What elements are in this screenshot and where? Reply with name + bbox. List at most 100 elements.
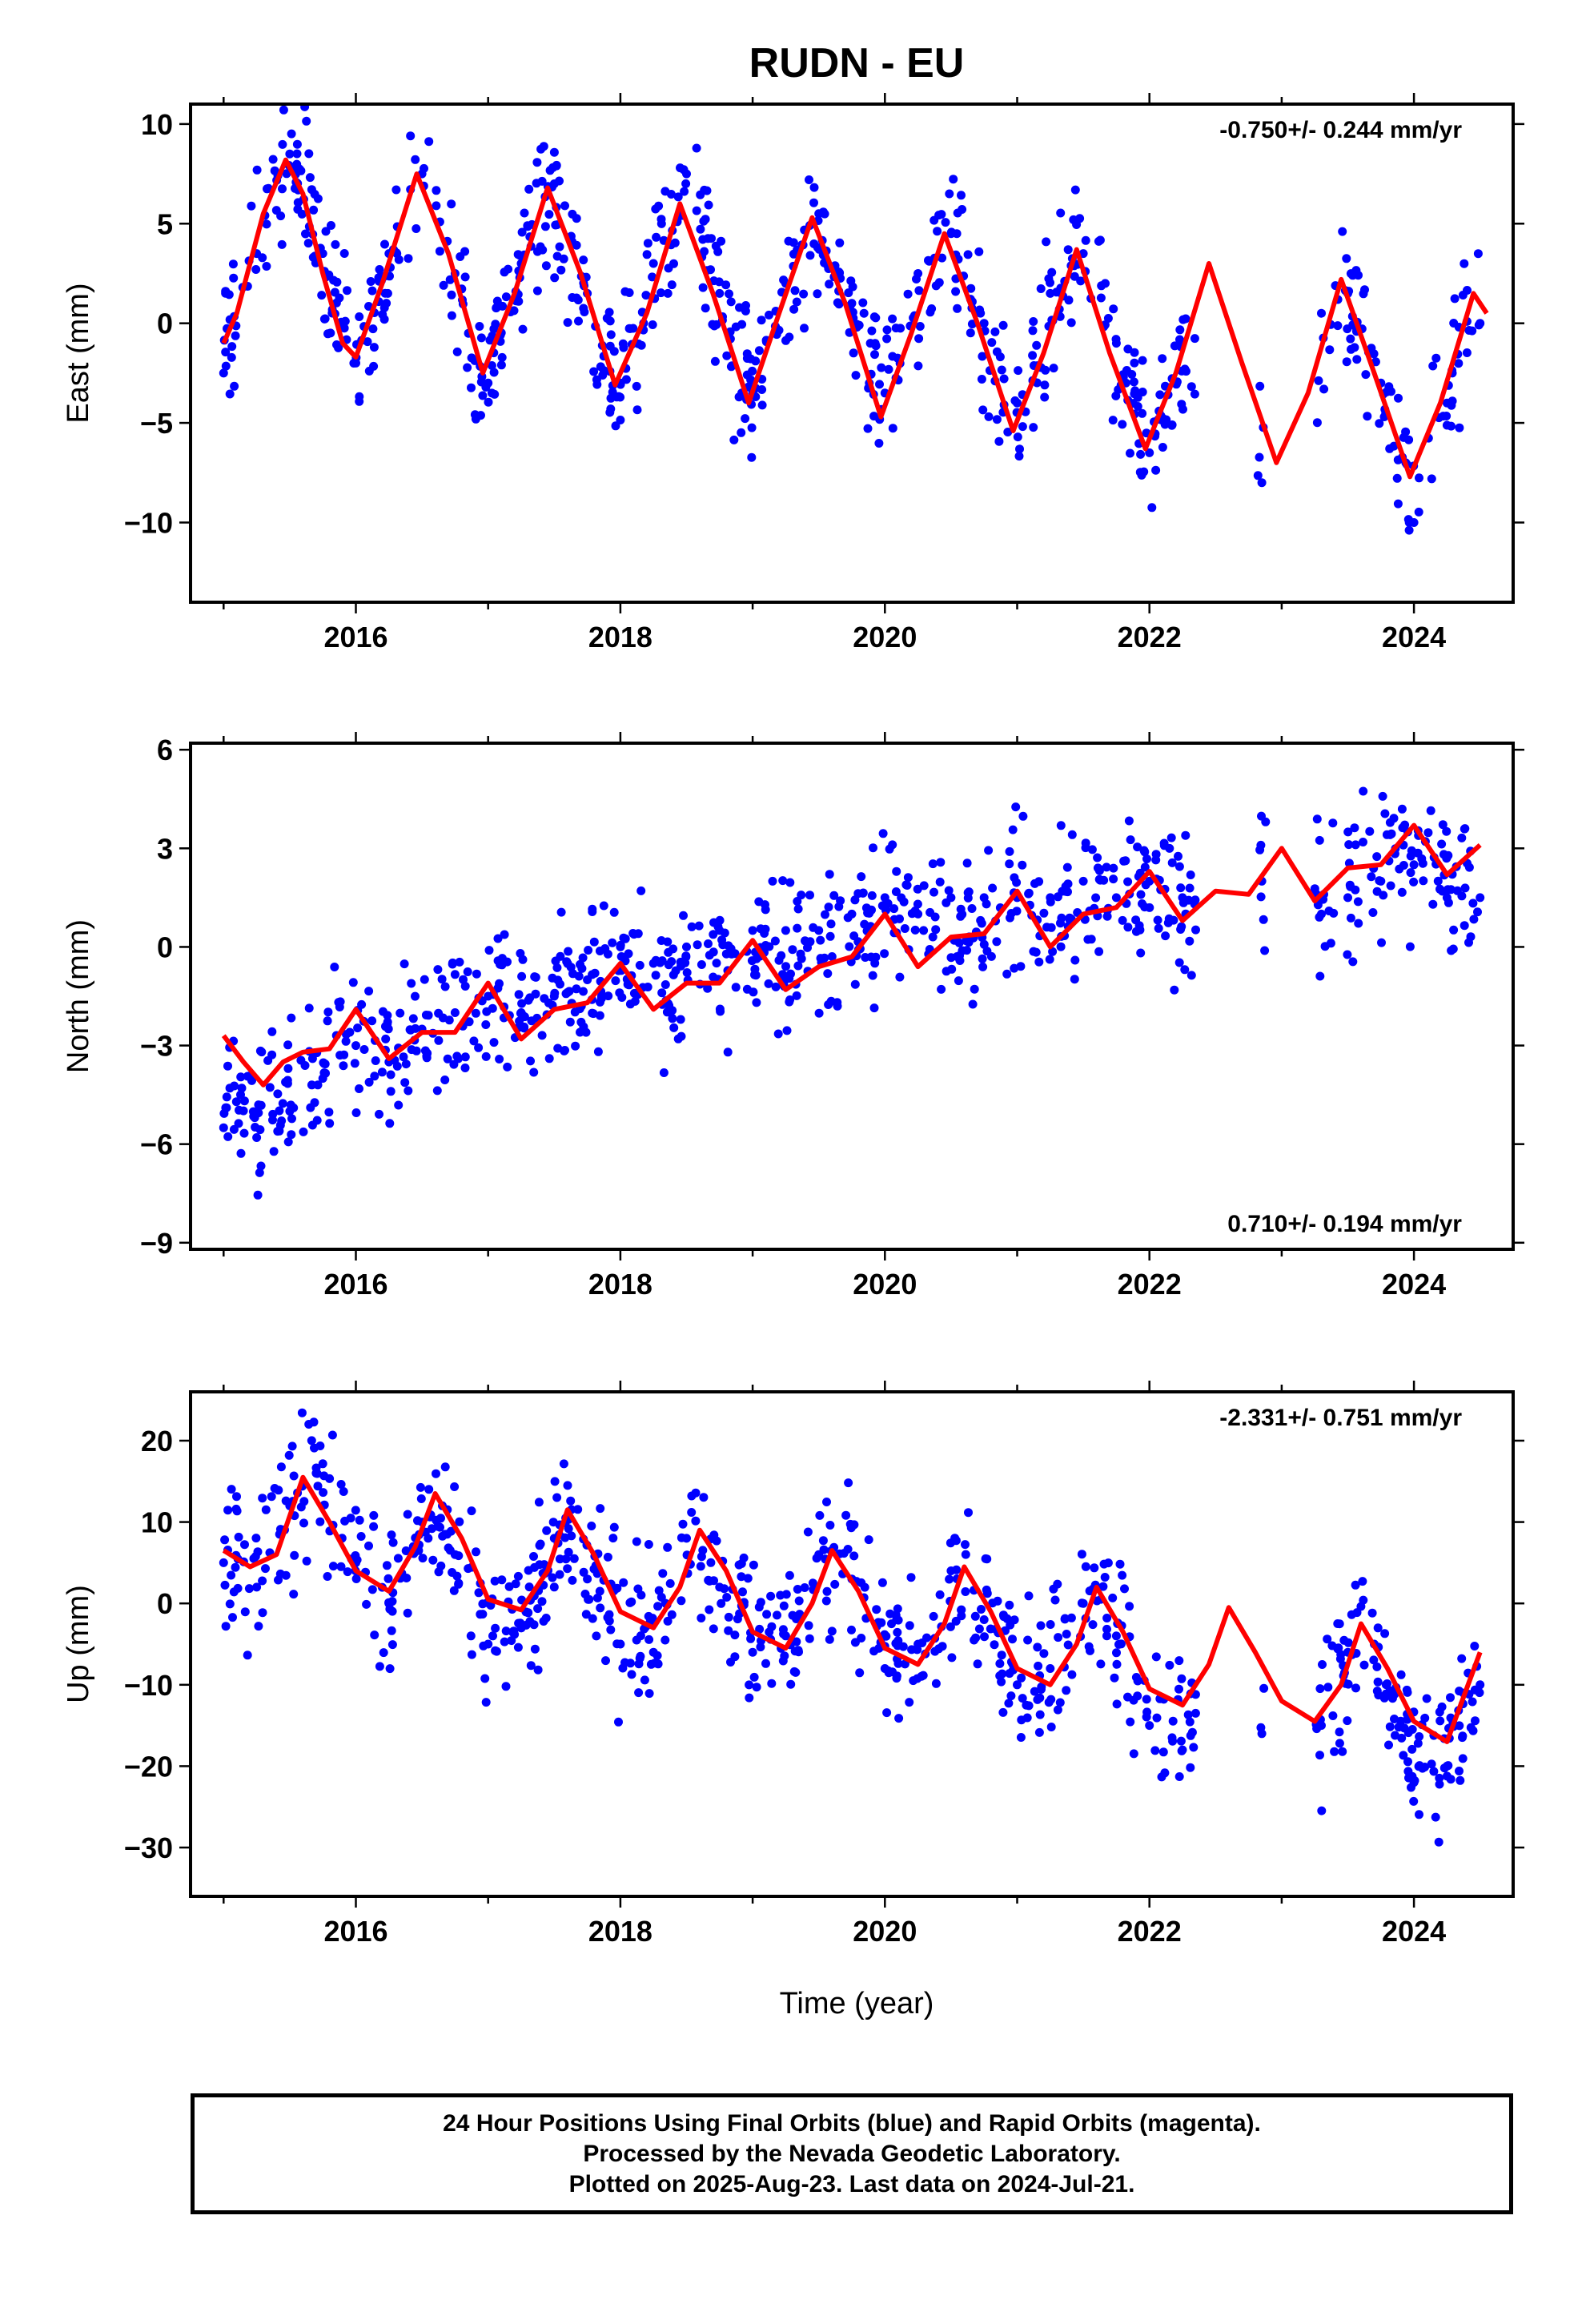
north-scatter-point [1473,907,1482,917]
north-scatter-point [514,990,524,999]
up-scatter-point [387,1640,397,1650]
north-scatter-point [1086,935,1096,944]
up-scatter-point [524,1566,533,1575]
north-scatter-point [324,1108,334,1117]
east-scatter-point [656,219,666,228]
north-data-point [682,942,691,951]
north-scatter-point [754,897,764,907]
up-scatter-point [888,1667,897,1677]
north-scatter-point [400,959,409,969]
east-scatter-point [953,304,962,313]
east-scatter-point [1404,525,1414,535]
north-scatter-point [723,1047,733,1057]
north-x-tick-label: 2020 [853,1268,917,1301]
north-scatter-point [489,1038,499,1047]
east-scatter-point [355,396,364,406]
north-scatter-point [488,1003,497,1013]
up-scatter-point [434,1567,444,1577]
up-scatter-point [223,1506,233,1515]
north-scatter-point [1438,820,1447,830]
north-scatter-point [1417,854,1427,863]
east-scatter-point [1138,388,1147,396]
up-scatter-point [1403,1757,1412,1767]
up-scatter-point [894,1714,904,1723]
east-scatter-point [524,184,534,194]
east-scatter-point [987,338,997,348]
up-scatter-point [938,1642,947,1651]
up-scatter-point [997,1651,1006,1660]
east-scatter-point [747,452,757,462]
north-scatter-point [440,982,450,991]
up-scatter-point [387,1597,397,1606]
east-scatter-point [800,324,809,333]
north-x-tick-label: 2018 [588,1268,652,1301]
east-scatter-point [848,282,857,292]
up-scatter-point [982,1589,992,1598]
up-scatter-point [737,1572,746,1582]
east-scatter-point [604,308,614,317]
north-scatter-point [1061,887,1070,896]
east-scatter-point [326,328,335,338]
east-scatter-point [1147,503,1157,513]
up-scatter-point [232,1492,241,1502]
east-y-tick-label: 5 [157,207,173,240]
up-scatter-point [786,1679,796,1689]
up-scatter-point [698,1546,708,1555]
up-scatter-point [479,1641,488,1651]
east-scatter-point [734,392,744,402]
up-scatter-point [1063,1640,1073,1650]
north-scatter-point [1449,925,1459,935]
up-scatter-point [604,1610,614,1619]
up-scatter-point [905,1621,914,1630]
north-scatter-point [520,1023,529,1033]
up-scatter-point [850,1638,860,1647]
east-scatter-point [504,264,513,274]
up-scatter-point [785,1570,794,1580]
north-y-tick-label: 3 [157,832,173,865]
up-scatter-point [653,1659,663,1669]
north-scatter-point [335,997,345,1007]
up-scatter-point [1157,1772,1166,1782]
north-scatter-point [962,946,972,955]
north-scatter-point [825,931,835,941]
up-scatter-point [413,1516,422,1526]
north-scatter-point [1087,845,1097,854]
east-scatter-point [1018,422,1027,432]
north-scatter-point [663,937,673,947]
east-scatter-point [592,380,602,389]
east-scatter-point [1130,389,1139,399]
east-scatter-point [963,250,973,259]
east-scatter-point [1109,304,1118,314]
east-scatter-point [1382,387,1391,396]
up-scatter-point [573,1505,583,1514]
up-scatter-point [761,1659,770,1668]
up-scatter-point [481,1698,491,1707]
north-scatter-point [553,1043,563,1053]
up-scatter-point [327,1430,337,1440]
up-scatter-point [909,1676,918,1686]
east-scatter-point [692,143,701,153]
up-y-tick-label: −10 [124,1669,173,1702]
east-scatter-point [994,436,1004,446]
up-scatter-point [323,1572,332,1581]
east-scatter-point [1367,344,1376,353]
up-scatter-point [1399,1723,1409,1733]
north-scatter-point [792,991,801,1000]
north-scatter-point [1185,936,1195,946]
up-scatter-point [874,1643,884,1653]
north-scatter-point [1151,855,1161,865]
north-scatter-point [255,1046,265,1055]
north-scatter-point [287,1114,296,1124]
up-scatter-point [804,1621,813,1630]
up-scatter-point [614,1717,623,1727]
east-scatter-point [641,291,651,300]
north-scatter-point [697,960,706,969]
east-scatter-point [1342,254,1351,263]
north-scatter-point [1324,907,1334,915]
north-scatter-point [988,883,998,893]
up-scatter-point [1036,1621,1046,1630]
north-scatter-point [1419,876,1428,886]
east-scatter-point [411,155,420,164]
up-scatter-point [1034,1727,1044,1737]
north-scatter-point [367,1016,377,1026]
